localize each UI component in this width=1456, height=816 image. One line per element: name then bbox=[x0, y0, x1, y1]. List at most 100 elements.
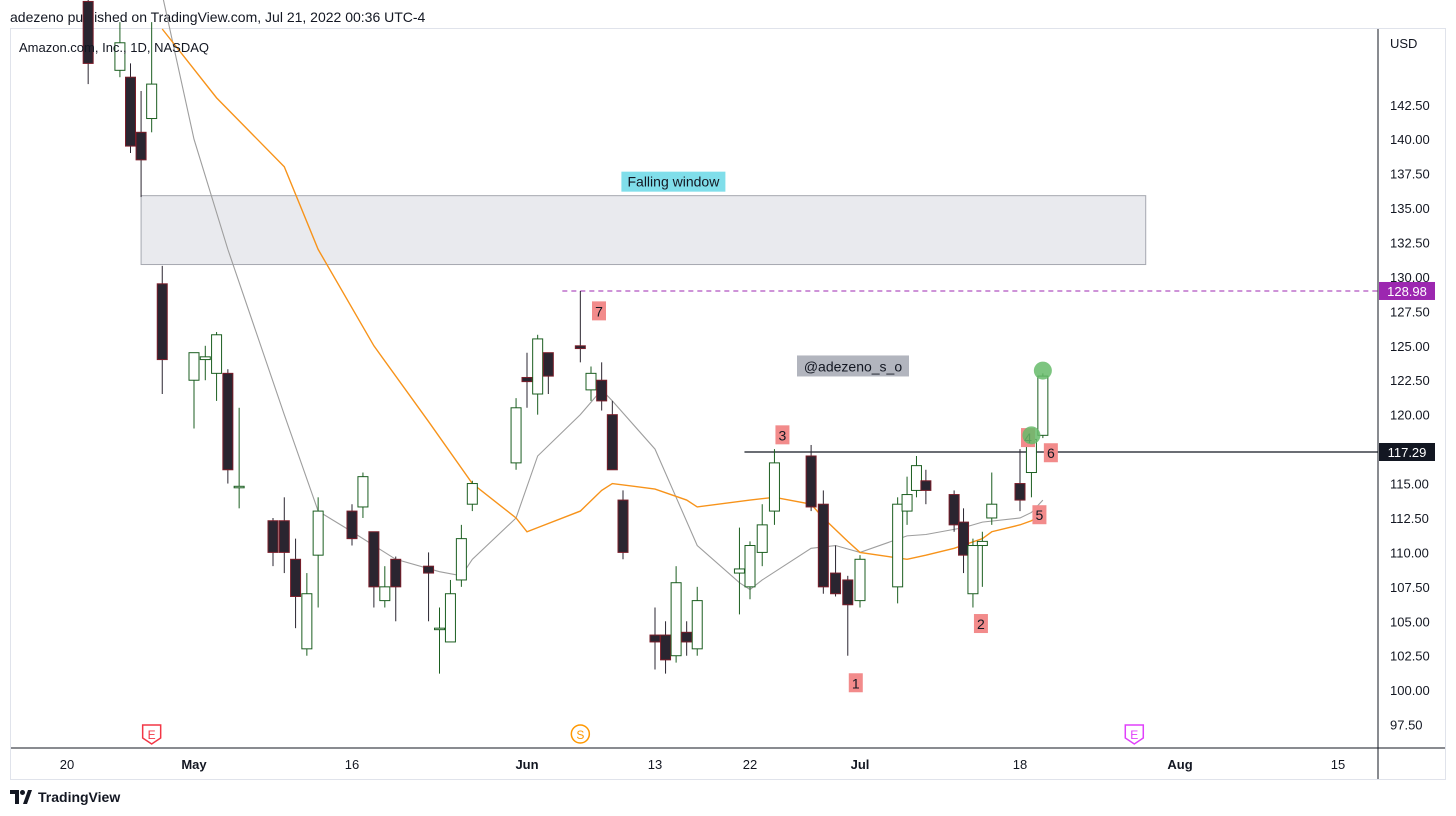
candle[interactable] bbox=[585, 366, 597, 401]
count-label-bg bbox=[973, 614, 988, 634]
high-price-badge-text: 128.98 bbox=[1387, 284, 1427, 299]
candle[interactable] bbox=[532, 334, 544, 415]
candle[interactable] bbox=[617, 490, 629, 560]
candle[interactable] bbox=[390, 556, 402, 622]
candle-body bbox=[434, 627, 445, 631]
candle[interactable] bbox=[156, 265, 168, 395]
candle[interactable] bbox=[290, 538, 302, 629]
candle[interactable] bbox=[278, 497, 290, 574]
price-tick-label: 110.00 bbox=[1390, 545, 1429, 560]
candle[interactable] bbox=[444, 579, 456, 643]
candle[interactable] bbox=[660, 621, 672, 674]
candle[interactable] bbox=[455, 524, 467, 587]
signal-dot[interactable] bbox=[1022, 426, 1041, 445]
count-label-5[interactable]: 5 bbox=[1032, 505, 1047, 525]
candle[interactable] bbox=[312, 497, 324, 608]
price-tick-label: 122.50 bbox=[1390, 373, 1430, 388]
count-label-1[interactable]: 1 bbox=[848, 673, 863, 693]
resistance-price-badge[interactable]: 117.29 bbox=[1379, 442, 1435, 461]
candle[interactable] bbox=[733, 527, 745, 615]
candle[interactable] bbox=[222, 369, 234, 484]
candle[interactable] bbox=[892, 497, 904, 604]
candle[interactable] bbox=[744, 541, 756, 600]
candle[interactable] bbox=[114, 22, 126, 78]
candle[interactable] bbox=[649, 607, 661, 670]
candle-body bbox=[958, 521, 970, 556]
candle[interactable] bbox=[199, 345, 211, 381]
earnings-event-marker[interactable]: E bbox=[1124, 724, 1145, 745]
candle-body bbox=[156, 283, 168, 361]
candle[interactable] bbox=[379, 566, 391, 608]
candle[interactable] bbox=[423, 552, 435, 622]
candle[interactable] bbox=[1037, 373, 1049, 439]
candle[interactable] bbox=[670, 566, 682, 663]
candle[interactable] bbox=[681, 621, 693, 656]
candle[interactable] bbox=[542, 352, 554, 395]
candle[interactable] bbox=[233, 407, 245, 509]
candle[interactable] bbox=[756, 504, 768, 567]
price-tick-label: 125.00 bbox=[1390, 339, 1430, 354]
candle[interactable] bbox=[842, 575, 854, 656]
price-tick-label: 105.00 bbox=[1390, 614, 1430, 629]
candle[interactable] bbox=[986, 472, 998, 525]
candle[interactable] bbox=[1014, 449, 1026, 512]
candle-body bbox=[444, 593, 456, 643]
candle[interactable] bbox=[976, 531, 988, 587]
candle-body bbox=[278, 520, 290, 553]
moving-average-orange bbox=[161, 28, 1044, 561]
candle[interactable] bbox=[768, 449, 780, 525]
signal-dot[interactable] bbox=[1033, 361, 1052, 380]
split-event-marker[interactable]: S bbox=[570, 724, 591, 744]
count-label-6[interactable]: 6 bbox=[1043, 443, 1058, 463]
count-label-3[interactable]: 3 bbox=[775, 425, 790, 445]
candle[interactable] bbox=[301, 573, 313, 656]
candle-body bbox=[222, 372, 234, 471]
candle[interactable] bbox=[948, 490, 960, 532]
footer-brand[interactable]: TradingView bbox=[10, 789, 120, 805]
candle[interactable] bbox=[267, 517, 279, 567]
candle[interactable] bbox=[691, 586, 703, 656]
candle-body bbox=[199, 356, 211, 361]
candle[interactable] bbox=[510, 398, 522, 470]
count-label-7[interactable]: 7 bbox=[592, 301, 606, 321]
candle-body bbox=[1037, 375, 1049, 436]
candle[interactable] bbox=[146, 22, 158, 133]
candle[interactable] bbox=[125, 63, 136, 153]
falling-window-label: Falling window bbox=[627, 174, 720, 190]
candle[interactable] bbox=[434, 607, 445, 674]
candle[interactable] bbox=[466, 480, 478, 512]
candle[interactable] bbox=[910, 455, 922, 498]
price-tick-label: 107.50 bbox=[1390, 580, 1430, 595]
candle[interactable] bbox=[854, 555, 866, 608]
candle[interactable] bbox=[606, 400, 618, 471]
candle[interactable] bbox=[188, 352, 200, 429]
candle[interactable] bbox=[901, 476, 913, 525]
high-price-badge[interactable]: 128.98 bbox=[1379, 281, 1435, 300]
falling-window-box[interactable] bbox=[140, 195, 1147, 266]
count-label-2[interactable]: 2 bbox=[973, 614, 988, 634]
candle[interactable] bbox=[357, 472, 369, 518]
candle[interactable] bbox=[521, 352, 533, 408]
candle[interactable] bbox=[135, 90, 147, 198]
count-label-text: 3 bbox=[779, 427, 787, 443]
candle[interactable] bbox=[346, 504, 358, 546]
candle[interactable] bbox=[368, 531, 380, 608]
time-tick-label: 15 bbox=[1331, 757, 1345, 772]
candle[interactable] bbox=[967, 538, 979, 608]
earnings-event-marker[interactable]: E bbox=[141, 724, 162, 745]
candle[interactable] bbox=[958, 508, 970, 574]
count-label-bg bbox=[1043, 443, 1058, 463]
candle[interactable] bbox=[920, 469, 932, 505]
tradingview-logo-icon bbox=[10, 790, 32, 804]
candle[interactable] bbox=[817, 490, 829, 594]
candle[interactable] bbox=[211, 332, 223, 401]
candle-body bbox=[892, 503, 904, 588]
candle[interactable] bbox=[82, 0, 94, 85]
candle[interactable] bbox=[596, 362, 608, 411]
candle[interactable] bbox=[830, 545, 842, 597]
price-tick-label: 100.00 bbox=[1390, 683, 1430, 698]
candle[interactable] bbox=[805, 444, 817, 512]
candle[interactable] bbox=[574, 290, 586, 363]
candle-body bbox=[596, 379, 608, 402]
